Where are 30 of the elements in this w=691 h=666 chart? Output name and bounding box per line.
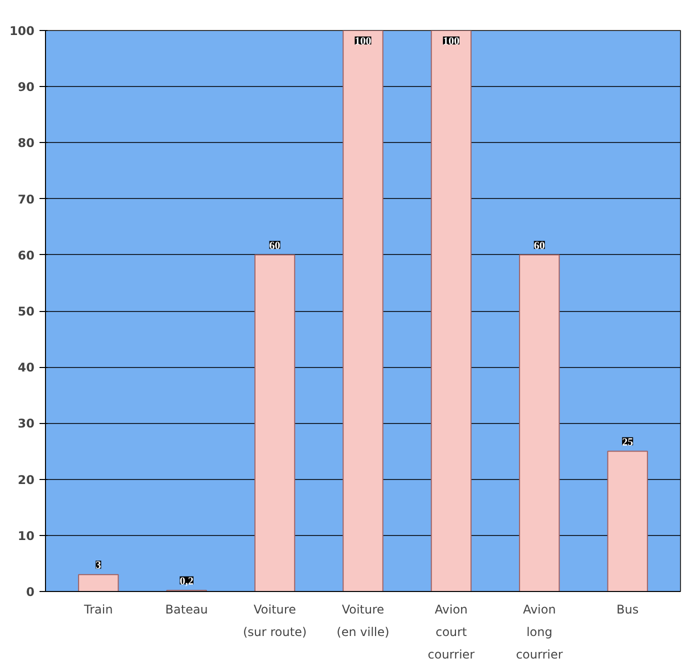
data-label: 100 (354, 36, 372, 48)
data-label: 25 (622, 436, 634, 448)
bar (342, 30, 384, 592)
y-tick-label: 60 (18, 248, 35, 262)
data-label: 60 (269, 240, 281, 252)
y-tick-label: 50 (18, 304, 35, 318)
data-label: 100 (442, 36, 460, 48)
x-tick-label: Avion court courrier (428, 602, 475, 662)
y-tick-label: 100 (9, 24, 35, 38)
bar (254, 254, 296, 592)
y-tick-label: 90 (18, 80, 35, 94)
x-tick-label: Bus (616, 602, 639, 616)
x-tick-label: Bateau (165, 602, 208, 616)
x-tick-label: Voiture (sur route) (242, 602, 307, 639)
x-tick-label: Avion long courrier (516, 602, 563, 662)
bar (78, 574, 119, 592)
bar (607, 450, 648, 592)
bar (430, 30, 472, 592)
data-label: 0,2 (180, 575, 194, 588)
y-tick-label: 20 (18, 472, 35, 487)
y-tick-label: 40 (18, 360, 35, 375)
data-label: 60 (534, 240, 546, 252)
y-tick-label: 30 (18, 416, 35, 431)
y-tick-label: 80 (18, 136, 35, 150)
y-tick-label: 10 (18, 528, 35, 543)
x-tick-label: Train (83, 602, 113, 616)
y-tick-label: 70 (18, 192, 35, 206)
y-tick-label: 0 (26, 585, 35, 599)
x-tick-label: Voiture (en ville) (336, 602, 390, 639)
bar (519, 254, 560, 592)
